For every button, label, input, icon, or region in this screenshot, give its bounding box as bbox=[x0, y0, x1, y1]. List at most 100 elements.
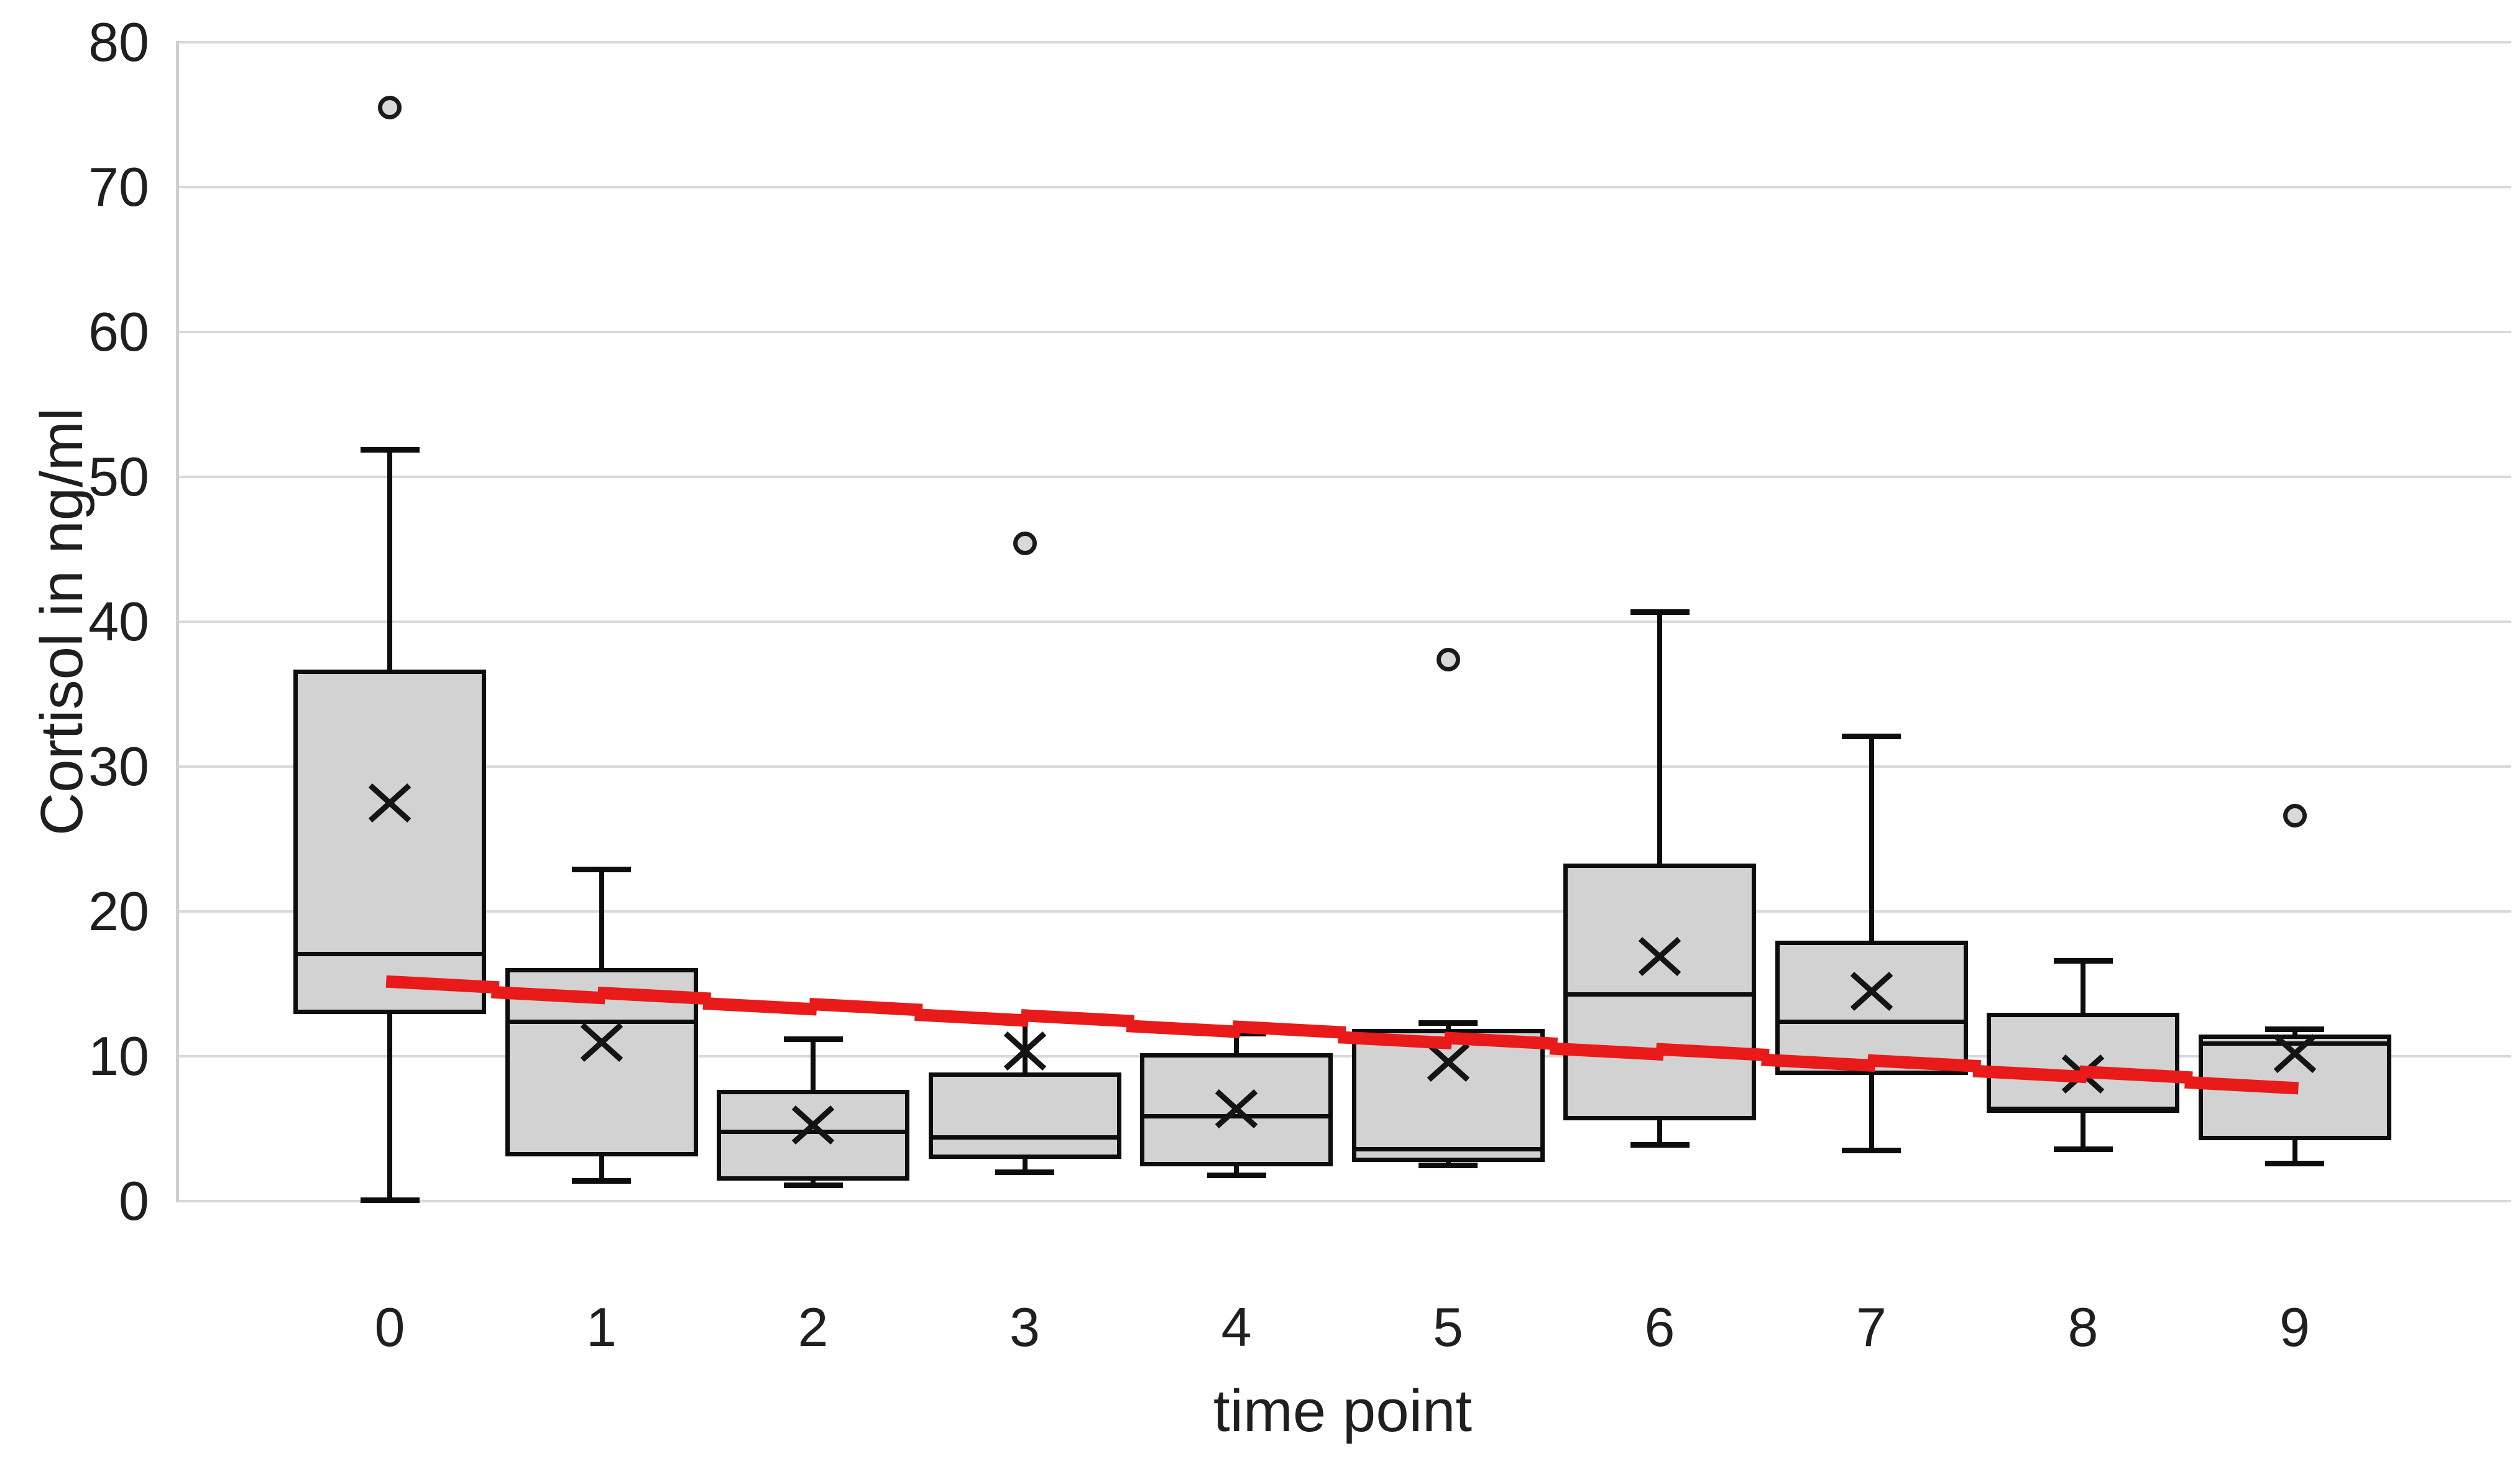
trend-line-segment bbox=[1232, 1020, 1346, 1039]
lower-whisker-t7 bbox=[1869, 1075, 1874, 1151]
median-line-t7 bbox=[1775, 1020, 1968, 1025]
median-line-t8 bbox=[1987, 1106, 2179, 1111]
median-line-t9 bbox=[2198, 1041, 2391, 1046]
upper-whisker-cap-t7 bbox=[1842, 734, 1901, 740]
lower-whisker-cap-t7 bbox=[1842, 1148, 1901, 1154]
mean-marker-t2 bbox=[787, 1101, 839, 1148]
upper-whisker-cap-t2 bbox=[783, 1036, 843, 1043]
lower-whisker-t1 bbox=[599, 1156, 604, 1181]
gridline-20 bbox=[177, 910, 2511, 913]
lower-whisker-cap-t6 bbox=[1630, 1142, 1690, 1148]
lower-whisker-cap-t9 bbox=[2265, 1161, 2324, 1167]
lower-whisker-cap-t5 bbox=[1419, 1162, 1478, 1168]
x-tick-label-8: 8 bbox=[2067, 1296, 2099, 1358]
x-tick-label-9: 9 bbox=[2279, 1296, 2310, 1358]
lower-whisker-t0 bbox=[387, 1014, 392, 1200]
trend-line-segment bbox=[809, 997, 923, 1017]
y-tick-label-10: 10 bbox=[88, 1025, 149, 1087]
gridline-30 bbox=[177, 765, 2511, 768]
lower-whisker-cap-t0 bbox=[360, 1197, 420, 1203]
box-t3 bbox=[928, 1072, 1121, 1159]
median-line-t4 bbox=[1140, 1113, 1333, 1118]
upper-whisker-cap-t9 bbox=[2265, 1026, 2324, 1032]
lower-whisker-t3 bbox=[1022, 1159, 1028, 1173]
x-tick-label-0: 0 bbox=[374, 1296, 405, 1358]
mean-marker-t4 bbox=[1210, 1085, 1262, 1132]
box-t2 bbox=[717, 1089, 909, 1181]
trend-line-segment bbox=[703, 997, 817, 1016]
x-tick-label-6: 6 bbox=[1644, 1296, 1675, 1358]
upper-whisker-cap-t8 bbox=[2053, 958, 2113, 964]
x-tick-label-2: 2 bbox=[798, 1296, 829, 1358]
gridline-70 bbox=[177, 186, 2511, 188]
lower-whisker-cap-t2 bbox=[783, 1182, 843, 1189]
x-axis-title: time point bbox=[1213, 1378, 1473, 1444]
mean-marker-t3 bbox=[999, 1027, 1051, 1074]
y-tick-label-80: 80 bbox=[88, 11, 149, 73]
median-line-t5 bbox=[1351, 1147, 1545, 1152]
y-tick-label-70: 70 bbox=[88, 156, 149, 218]
upper-whisker-t7 bbox=[1869, 736, 1874, 941]
box-t5 bbox=[1351, 1028, 1545, 1163]
upper-whisker-t6 bbox=[1657, 611, 1662, 864]
median-line-t3 bbox=[928, 1135, 1121, 1140]
x-tick-label-7: 7 bbox=[1856, 1296, 1887, 1358]
lower-whisker-t6 bbox=[1657, 1120, 1662, 1145]
upper-whisker-t0 bbox=[387, 449, 392, 670]
upper-whisker-t4 bbox=[1234, 1033, 1239, 1054]
lower-whisker-cap-t8 bbox=[2053, 1146, 2113, 1153]
outlier-t5-0 bbox=[1436, 647, 1460, 671]
y-axis-line bbox=[176, 41, 179, 1202]
upper-whisker-t1 bbox=[599, 869, 604, 968]
y-tick-label-0: 0 bbox=[119, 1170, 149, 1232]
box-t7 bbox=[1775, 940, 1968, 1076]
y-tick-label-60: 60 bbox=[88, 301, 149, 362]
gridline-0 bbox=[177, 1200, 2511, 1202]
y-tick-label-40: 40 bbox=[88, 591, 149, 652]
x-tick-label-3: 3 bbox=[1009, 1296, 1040, 1358]
gridline-10 bbox=[177, 1055, 2511, 1058]
lower-whisker-t4 bbox=[1234, 1166, 1239, 1176]
trend-line-segment bbox=[1021, 1008, 1135, 1028]
upper-whisker-cap-t0 bbox=[360, 446, 420, 453]
median-line-t0 bbox=[293, 951, 486, 956]
y-tick-label-50: 50 bbox=[88, 446, 149, 507]
upper-whisker-t8 bbox=[2081, 961, 2085, 1013]
x-tick-label-1: 1 bbox=[586, 1296, 617, 1358]
box-t0 bbox=[293, 669, 486, 1015]
y-tick-label-30: 30 bbox=[88, 735, 149, 797]
upper-whisker-cap-t5 bbox=[1419, 1020, 1478, 1026]
upper-whisker-t3 bbox=[1022, 1018, 1028, 1072]
mean-marker-t0 bbox=[364, 779, 416, 826]
gridline-40 bbox=[177, 620, 2511, 623]
lower-whisker-t9 bbox=[2292, 1140, 2297, 1164]
outlier-t9-0 bbox=[2283, 804, 2307, 828]
mean-marker-t7 bbox=[1846, 967, 1898, 1015]
mean-marker-t9 bbox=[2269, 1030, 2321, 1077]
trend-line-segment bbox=[1126, 1019, 1241, 1038]
median-line-t2 bbox=[717, 1130, 909, 1135]
outlier-t3-0 bbox=[1013, 532, 1037, 556]
median-line-t6 bbox=[1563, 992, 1756, 997]
outlier-t0-0 bbox=[378, 95, 402, 119]
box-t6 bbox=[1563, 864, 1756, 1120]
gridline-60 bbox=[177, 331, 2511, 333]
lower-whisker-cap-t3 bbox=[995, 1169, 1054, 1176]
gridline-50 bbox=[177, 476, 2511, 478]
x-tick-label-5: 5 bbox=[1433, 1296, 1463, 1358]
y-axis-title: Cortisol in ng/ml bbox=[29, 407, 95, 836]
upper-whisker-t2 bbox=[811, 1039, 816, 1090]
lower-whisker-cap-t1 bbox=[572, 1178, 631, 1184]
lower-whisker-t8 bbox=[2081, 1112, 2085, 1150]
median-line-t1 bbox=[505, 1020, 698, 1025]
lower-whisker-cap-t4 bbox=[1207, 1173, 1266, 1179]
upper-whisker-cap-t1 bbox=[572, 867, 631, 873]
trend-line-segment bbox=[914, 1008, 1029, 1027]
x-tick-label-4: 4 bbox=[1221, 1296, 1252, 1358]
mean-marker-t6 bbox=[1634, 933, 1686, 980]
gridline-80 bbox=[177, 41, 2511, 44]
y-tick-label-20: 20 bbox=[88, 880, 149, 942]
mean-marker-t1 bbox=[576, 1018, 628, 1066]
upper-whisker-cap-t6 bbox=[1630, 609, 1690, 615]
